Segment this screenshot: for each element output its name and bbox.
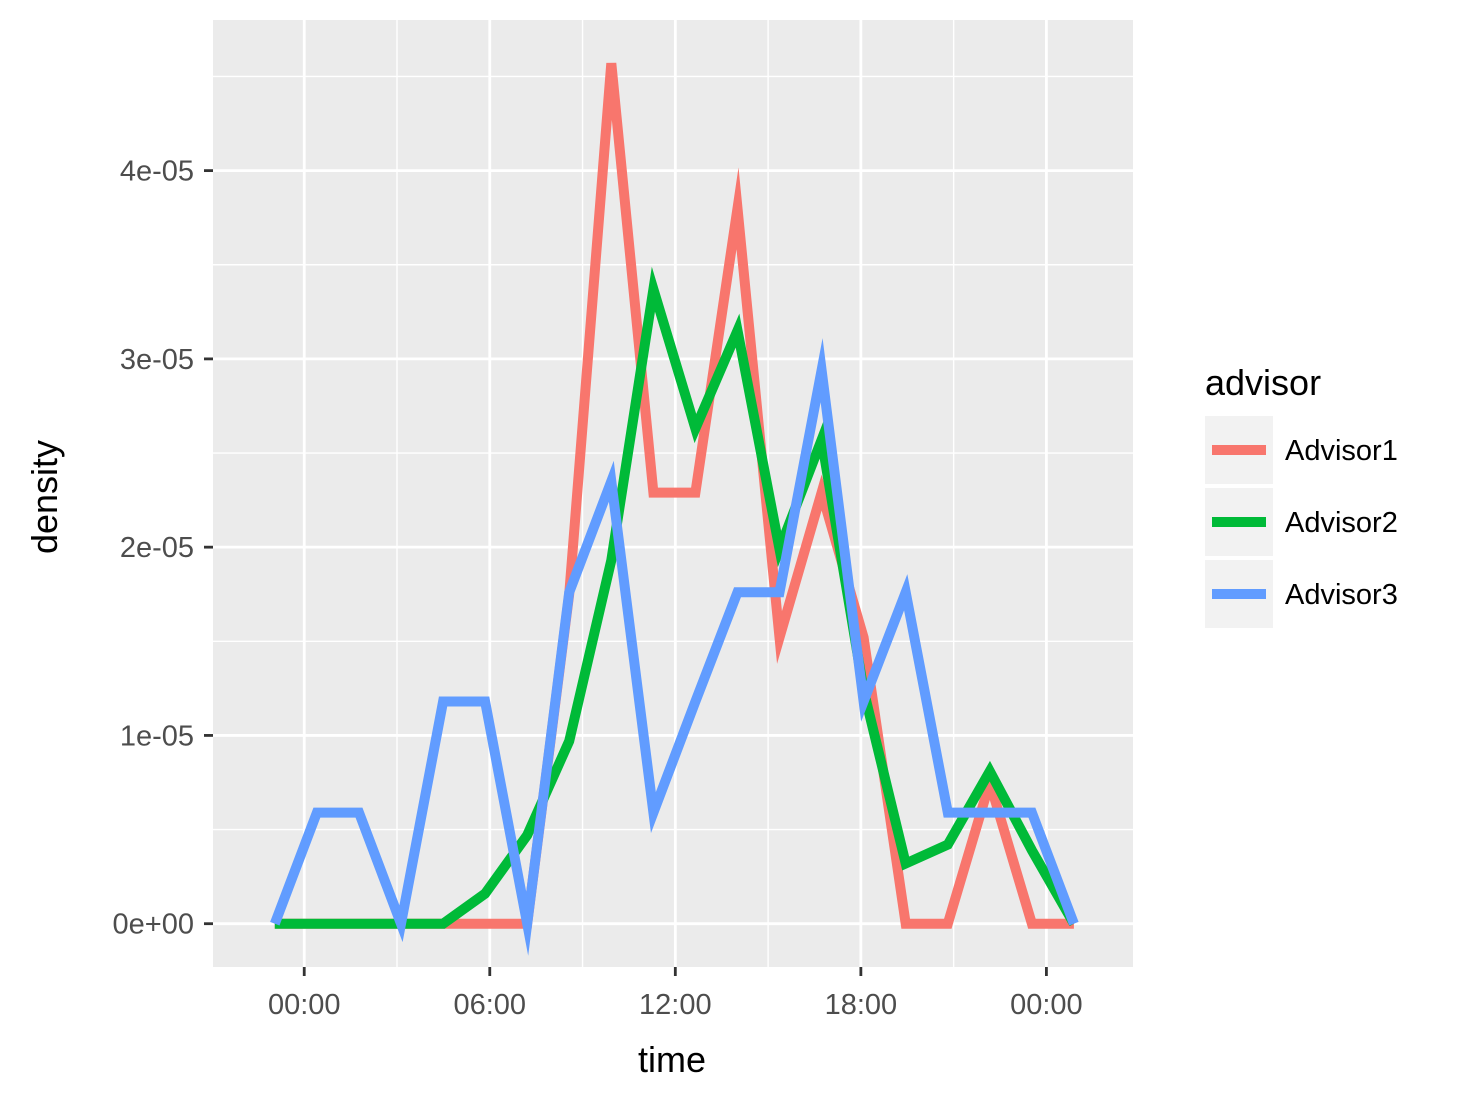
x-tick-label: 18:00 [825,989,898,1021]
y-axis: 0e+00 1e-05 2e-05 3e-05 4e-05 [113,156,213,941]
legend-label-advisor2: Advisor2 [1285,507,1398,539]
series-line-advisor3 [270,338,1079,956]
x-axis: 00:00 06:00 12:00 18:00 00:00 [268,967,1083,1021]
legend-items: Advisor1 Advisor2 Advisor3 [1205,416,1398,628]
legend-label-advisor1: Advisor1 [1285,435,1398,467]
legend-label-advisor3: Advisor3 [1285,579,1398,611]
y-tick-label: 2e-05 [120,532,194,564]
x-tick-label: 06:00 [453,989,526,1021]
y-tick-label: 0e+00 [113,909,194,941]
x-tick-label: 00:00 [268,989,341,1021]
legend-title: advisor [1205,362,1321,403]
y-tick-label: 1e-05 [120,720,194,752]
x-tick-label: 12:00 [639,989,712,1021]
series-line-advisor2 [274,266,1079,929]
y-axis-title: density [24,440,65,554]
y-tick-label: 3e-05 [120,344,194,376]
y-tick-label: 4e-05 [120,156,194,188]
series-lines [270,62,1079,956]
major-gridlines [213,20,1133,967]
legend: advisor Advisor1 Advisor2 Advisor3 [1205,362,1398,628]
x-tick-label: 00:00 [1010,989,1083,1021]
x-axis-title: time [638,1039,706,1080]
